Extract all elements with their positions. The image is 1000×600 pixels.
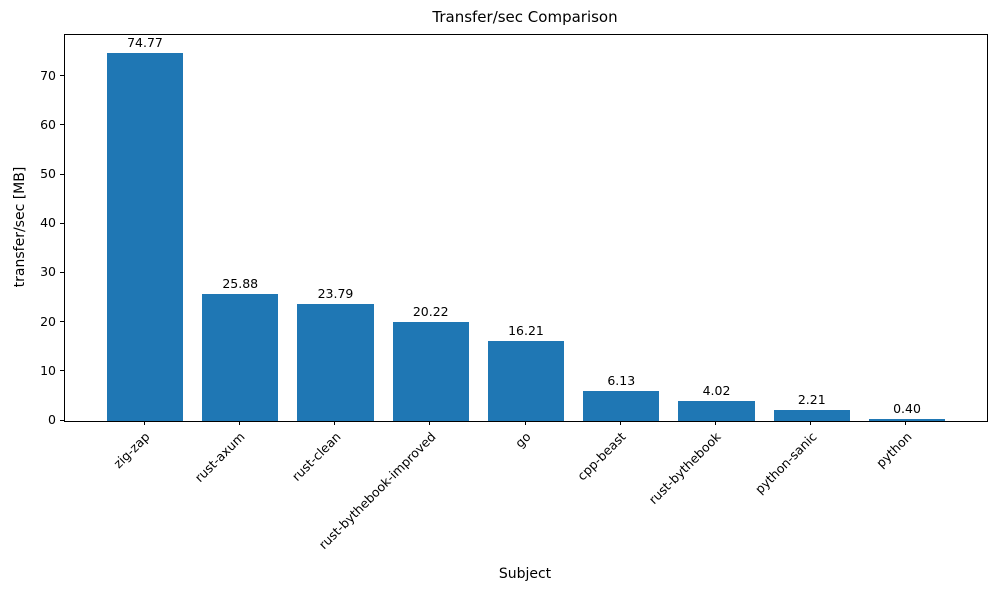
bar-zig-zap [106, 53, 184, 421]
bar-rust-bythebook-improved [392, 321, 469, 421]
bar-value-label: 25.88 [222, 275, 259, 291]
x-tick-mark [429, 421, 431, 425]
bar-value-label: 2.21 [797, 392, 826, 408]
y-tick-label: 30 [40, 264, 56, 280]
y-tick-mark [60, 222, 64, 224]
y-tick-label: 50 [40, 166, 56, 182]
x-tick-mark [810, 421, 812, 425]
bar-rust-axum [202, 293, 279, 421]
x-axis-label: Subject [498, 566, 552, 582]
chart-title: Transfer/sec Comparison [432, 8, 618, 26]
bar-value-label: 6.13 [607, 372, 636, 388]
plot-area: 74.77 25.88 23.79 20.22 16.21 6.13 4.02 2.21 0.4… [64, 34, 988, 422]
y-tick-mark [60, 124, 64, 126]
bar-value-label: 0.40 [893, 401, 921, 417]
x-tick-mark [143, 421, 145, 425]
x-tick-mark [619, 421, 621, 425]
x-tick-mark [905, 421, 907, 425]
y-tick-mark [60, 271, 64, 273]
y-tick-label: 10 [40, 362, 56, 378]
bar-rust-bythebook [678, 401, 755, 421]
x-tick-mark [524, 421, 526, 425]
bar-value-label: 74.77 [127, 35, 163, 51]
y-tick-label: 20 [40, 313, 56, 329]
x-tick-mark [238, 421, 240, 425]
bar-value-label: 23.79 [317, 286, 354, 302]
y-tick-label: 40 [40, 215, 56, 231]
y-tick-mark [60, 419, 64, 421]
bar-go [487, 341, 565, 421]
y-tick-label: 0 [48, 412, 56, 427]
y-tick-label: 60 [40, 116, 56, 132]
bar-value-label: 16.21 [508, 323, 544, 339]
y-tick-mark [60, 75, 64, 77]
x-tick-mark [714, 421, 716, 425]
bar-value-label: 20.22 [412, 303, 449, 319]
bar-value-label: 4.02 [702, 383, 731, 399]
y-tick-mark [60, 173, 64, 175]
bar-rust-clean [297, 304, 374, 421]
y-tick-mark [60, 321, 64, 323]
bar-cpp-beast [583, 390, 660, 421]
y-tick-label: 70 [40, 67, 56, 83]
y-tick-mark [60, 370, 64, 372]
bar-python-sanic [773, 410, 850, 421]
x-tick-mark [334, 421, 335, 425]
bar-python [868, 419, 946, 421]
